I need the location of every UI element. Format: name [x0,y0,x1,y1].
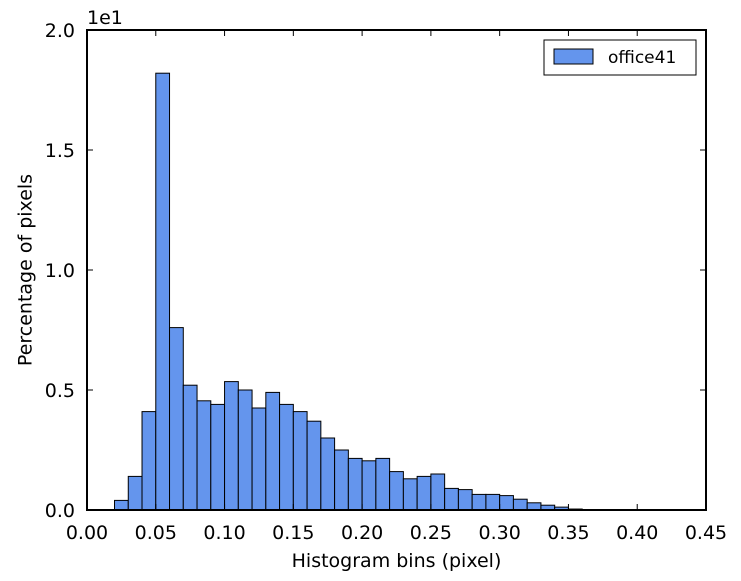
y-offset-label: 1e1 [87,7,123,29]
x-tick-label: 0.25 [410,522,452,544]
histogram-bar [306,420,322,511]
histogram-bar [512,498,528,511]
y-tick-label: 0.5 [45,380,75,402]
x-tick-label: 0.20 [341,522,383,544]
x-tick-label: 0.30 [479,522,521,544]
histogram-bar [237,389,253,511]
x-tick-label: 0.10 [203,522,245,544]
x-tick-label: 0.05 [135,522,177,544]
x-tick-labels: 0.00 0.05 0.10 0.15 0.20 0.25 0.30 0.35 0.40 0.45 [66,522,727,544]
histogram-bar [389,471,404,511]
histogram-bar [526,502,542,511]
y-tick-label: 0.0 [45,500,75,522]
histogram-bar [114,499,129,511]
y-tick-label: 2.0 [45,20,75,42]
x-axis-label: Histogram bins (pixel) [292,550,502,572]
legend-label: office41 [608,48,676,68]
histogram-bar [292,411,308,511]
bars-group [114,72,583,511]
histogram-bar [430,473,446,511]
plot-frame [86,29,707,511]
histogram-bar [169,327,184,511]
histogram-bar [251,407,267,511]
x-tick-label: 0.15 [272,522,314,544]
histogram-bar [471,493,487,511]
histogram-bar [279,403,294,511]
histogram-bar [402,478,418,511]
histogram-bar [182,384,198,511]
histogram-bar [444,487,459,511]
y-axis-label: Percentage of pixels [15,174,37,366]
x-tick-label: 0.35 [547,522,589,544]
histogram-bar [155,72,171,511]
x-tick-label: 0.45 [685,522,727,544]
histogram-bar [334,449,349,511]
y-tick-label: 1.0 [45,260,75,282]
histogram-bar [141,411,157,511]
histogram-bar [265,391,281,511]
histogram-bar [127,475,143,511]
histogram-bar [320,437,336,511]
histogram-bar [485,493,501,511]
histogram-bar [361,460,377,511]
histogram-bar [224,381,239,511]
histogram-bar [196,400,212,511]
y-tick-label: 1.5 [45,140,75,162]
histogram-bar [347,457,363,511]
histogram-bar [416,475,432,511]
histogram-bar [499,495,514,511]
y-tick-labels: 0.0 0.5 1.0 1.5 2.0 [45,20,75,522]
legend-swatch [553,48,594,65]
x-tick-label: 0.40 [616,522,658,544]
x-tick-label: 0.00 [66,522,108,544]
histogram-bar [210,403,226,511]
histogram-bar [375,457,391,511]
histogram-bar [457,489,473,511]
legend: office41 [543,39,697,76]
